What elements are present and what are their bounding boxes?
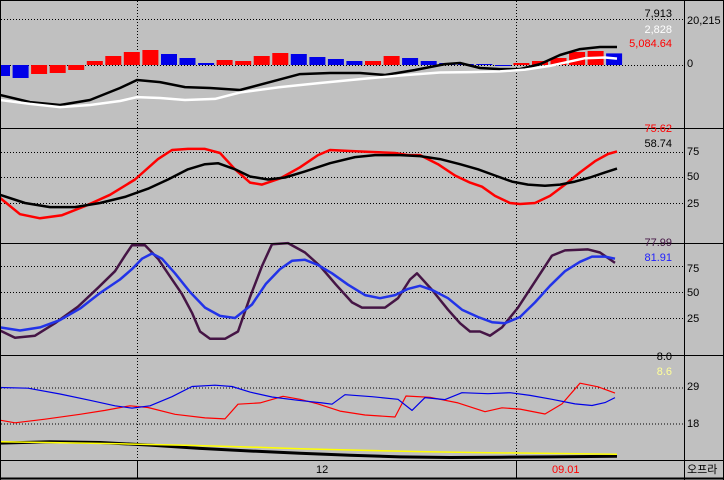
chart-canvas (0, 0, 724, 480)
trading-indicator-chart: 7,913 2,828 5,084.64 20,215 0 75.62 58.7… (0, 0, 724, 480)
